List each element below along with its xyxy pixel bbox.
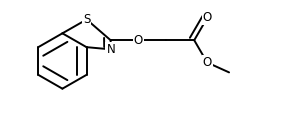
Text: N: N [106, 43, 115, 56]
Text: S: S [83, 13, 90, 26]
Text: O: O [134, 34, 143, 47]
Text: O: O [203, 11, 212, 25]
Text: O: O [203, 56, 212, 69]
